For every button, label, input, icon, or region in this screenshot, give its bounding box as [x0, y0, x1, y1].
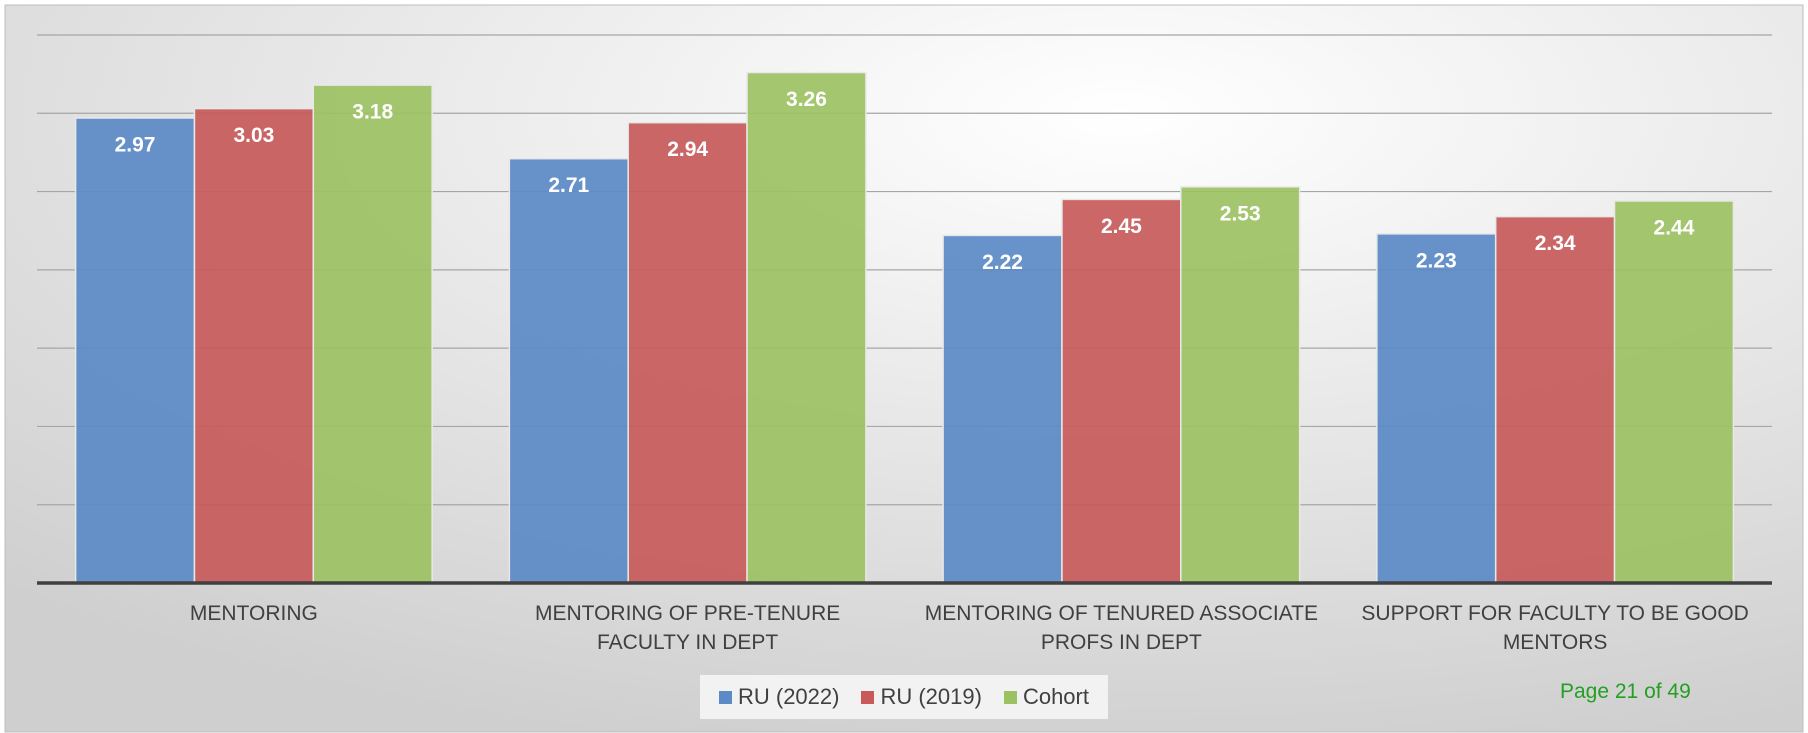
bar	[312, 84, 433, 584]
x-tick-label: MENTORING OF PRE-TENURE FACULTY IN DEPT	[534, 602, 841, 654]
data-label: 2.97	[115, 134, 156, 157]
data-label: 3.03	[233, 124, 274, 147]
bar	[1376, 233, 1497, 584]
legend-label: Cohort	[1022, 684, 1089, 709]
data-label: 2.22	[982, 251, 1023, 274]
legend-item: RU (2019)	[861, 684, 982, 710]
bar	[1494, 215, 1616, 584]
data-label: 2.23	[1416, 249, 1457, 272]
data-label: 3.26	[786, 88, 827, 111]
legend-swatch	[1003, 690, 1017, 704]
legend: RU (2022) RU (2019) Cohort	[700, 675, 1108, 719]
x-tick-label: MENTORING	[189, 602, 318, 625]
legend-label: RU (2019)	[880, 684, 982, 709]
data-label: 2.53	[1220, 202, 1261, 225]
data-label: 2.94	[667, 138, 708, 161]
data-label: 2.34	[1535, 232, 1576, 255]
x-tick-label: SUPPORT FOR FACULTY TO BE GOOD MENTORS	[1361, 602, 1749, 654]
bar	[74, 117, 196, 584]
data-label: 2.71	[548, 174, 589, 197]
page-label: Page 21 of 49	[1560, 680, 1691, 703]
legend-label: RU (2022)	[737, 684, 840, 709]
bar	[746, 71, 867, 584]
bar	[193, 107, 315, 584]
legend-swatch	[861, 690, 875, 704]
data-label: 3.18	[352, 101, 393, 124]
bar	[1613, 200, 1735, 584]
legend-item: RU (2022)	[718, 684, 840, 710]
legend-item: Cohort	[1003, 684, 1089, 710]
bar	[1180, 186, 1301, 584]
data-label: 2.44	[1654, 217, 1695, 240]
x-tick-label: MENTORING OF TENURED ASSOCIATE PROFS IN …	[924, 602, 1318, 654]
bar	[1061, 198, 1182, 584]
bar	[627, 121, 748, 584]
data-label: 2.45	[1101, 215, 1142, 238]
bar	[508, 157, 629, 584]
legend-swatch	[718, 690, 732, 704]
bar	[942, 234, 1063, 584]
